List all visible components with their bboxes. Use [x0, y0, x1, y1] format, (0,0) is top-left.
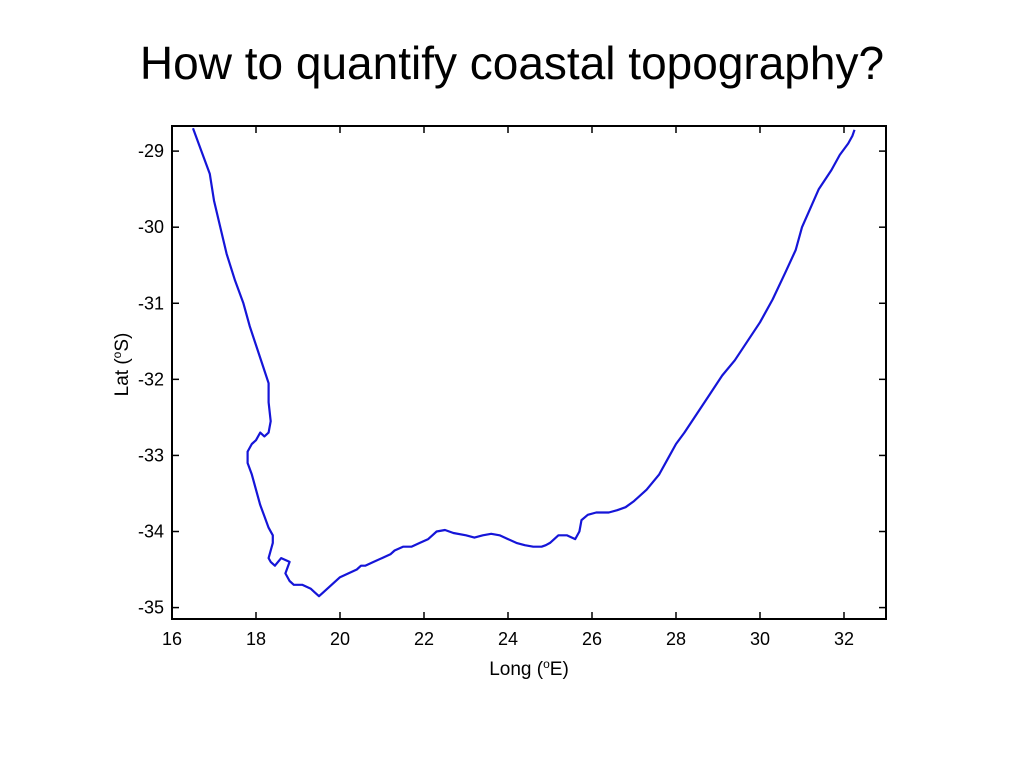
- axes-frame: [171, 125, 887, 620]
- y-axis-label: Lat (oS): [110, 333, 133, 397]
- x-tick-label: 32: [834, 629, 854, 649]
- x-axis: 16 18 20 22 24 26 28 30 32: [162, 126, 854, 649]
- slide-title: How to quantify coastal topography?: [139, 37, 885, 89]
- y-axis: -29 -30 -31 -32 -33 -34 -35: [138, 141, 886, 618]
- y-tick-label: -29: [138, 141, 164, 161]
- y-tick-label: -33: [138, 445, 164, 465]
- x-tick-label: 16: [162, 629, 182, 649]
- y-tick-label: -30: [138, 217, 164, 237]
- x-tick-label: 22: [414, 629, 434, 649]
- x-tick-label: 30: [750, 629, 770, 649]
- y-tick-label: -32: [138, 369, 164, 389]
- x-axis-label: Long (oE): [489, 657, 569, 680]
- y-tick-label: -35: [138, 598, 164, 618]
- x-tick-label: 28: [666, 629, 686, 649]
- y-tick-label: -34: [138, 522, 164, 542]
- y-tick-label: -31: [138, 293, 164, 313]
- coastline-line: [191, 127, 856, 598]
- x-tick-label: 26: [582, 629, 602, 649]
- x-tick-label: 20: [330, 629, 350, 649]
- x-tick-label: 18: [246, 629, 266, 649]
- x-tick-label: 24: [498, 629, 518, 649]
